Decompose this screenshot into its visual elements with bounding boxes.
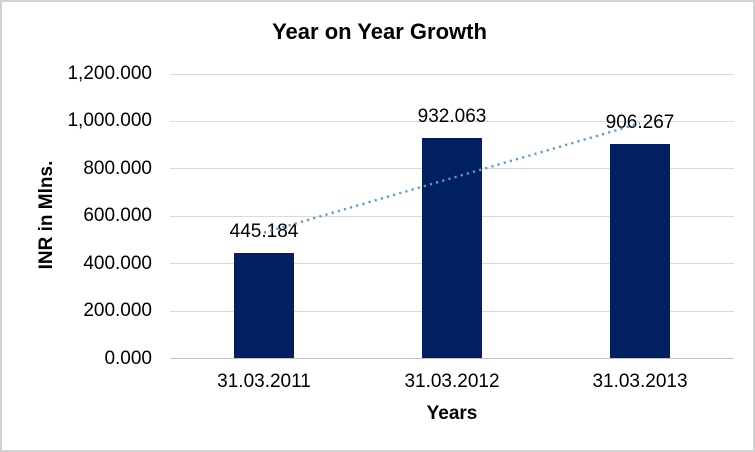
bar-31.03.2013 — [610, 143, 670, 359]
y-tick-label: 1,200.000 — [67, 63, 152, 84]
data-label: 932.063 — [417, 105, 487, 127]
x-axis-line — [170, 358, 734, 359]
y-tick-label: 0.000 — [104, 347, 152, 369]
gridline — [170, 73, 734, 75]
gridline — [170, 120, 734, 122]
bar-31.03.2012 — [422, 137, 482, 359]
chart-title: Year on Year Growth — [272, 19, 487, 44]
y-tick-label: 1,000.000 — [67, 110, 152, 132]
x-axis-title: Years — [426, 403, 478, 424]
x-tick-label: 31.03.2011 — [217, 371, 311, 392]
y-tick-label: 400.000 — [83, 252, 152, 274]
x-tick-label: 31.03.2012 — [404, 371, 500, 392]
x-tick-label: 31.03.2013 — [592, 371, 688, 392]
y-tick-label: 800.000 — [83, 157, 152, 179]
data-label: 445.184 — [229, 220, 299, 242]
y-tick-label: 600.000 — [83, 205, 152, 227]
bar-31.03.2011 — [234, 252, 294, 359]
y-tick-label: 200.000 — [83, 300, 152, 322]
data-label: 906.267 — [605, 111, 675, 133]
